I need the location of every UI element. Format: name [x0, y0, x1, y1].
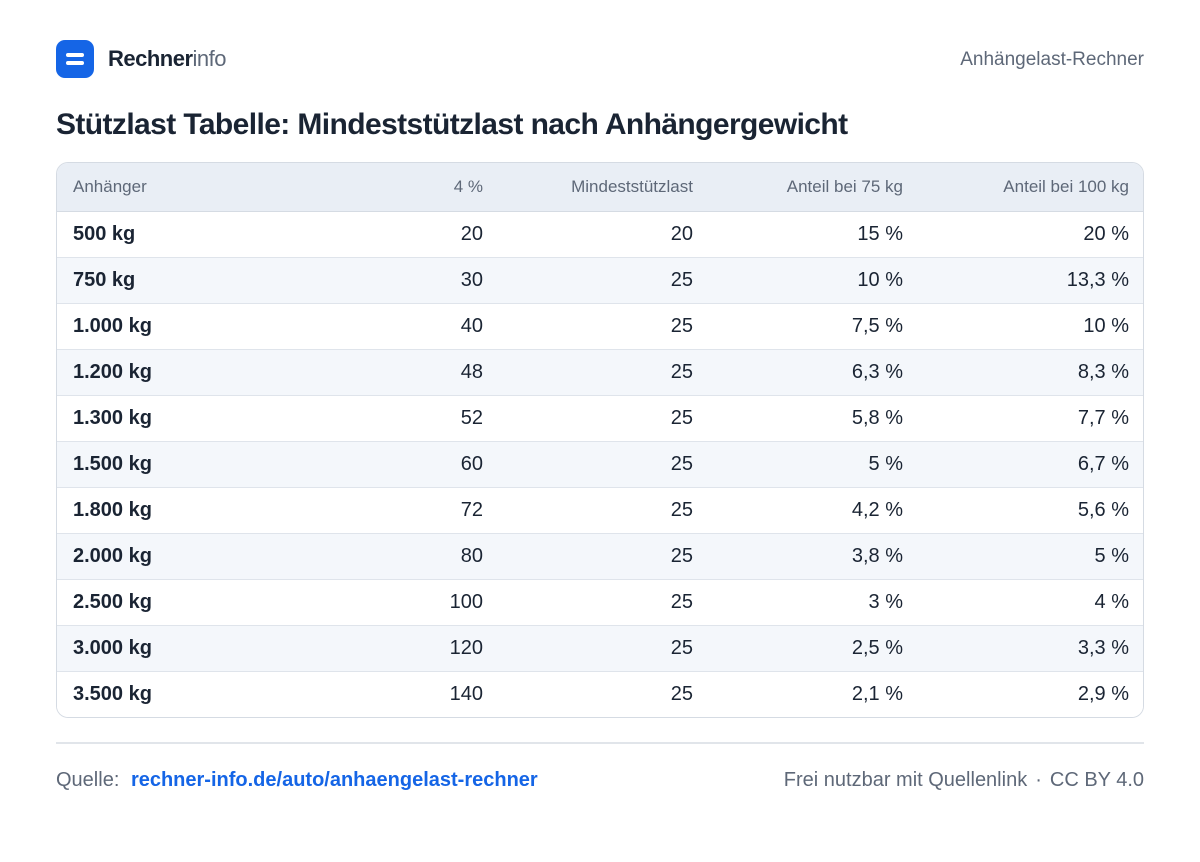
table-cell: 72 — [297, 486, 499, 533]
table-row: 2.500 kg 100 25 3 % 4 % — [57, 578, 1143, 625]
table-row: 3.500 kg 140 25 2,1 % 2,9 % — [57, 670, 1143, 717]
table-row: 2.000 kg 80 25 3,8 % 5 % — [57, 532, 1143, 579]
table-cell: 25 — [499, 394, 709, 441]
column-header-trailer: Anhänger — [57, 163, 297, 212]
table-row: 500 kg 20 20 15 % 20 % — [57, 211, 1143, 257]
table-cell: 5 % — [919, 532, 1143, 579]
table-cell: 20 — [460, 222, 483, 245]
page-header: Rechnerinfo Anhängelast-Rechner — [56, 40, 1144, 78]
table-cell: 3,8 % — [709, 532, 919, 579]
table-cell: 40 — [297, 302, 499, 349]
row-label-cell: 500 kg — [73, 222, 136, 245]
table-cell: 80 — [297, 532, 499, 579]
table-cell: 25 — [499, 302, 709, 349]
table-row: 1.500 kg 60 25 5 % 6,7 % — [57, 440, 1143, 487]
data-table: Anhänger 4 % Mindeststützlast Anteil bei… — [57, 163, 1143, 717]
table-cell: 10 % — [709, 256, 919, 303]
table-row: 750 kg 30 25 10 % 13,3 % — [57, 256, 1143, 303]
table-cell: 6,3 % — [709, 348, 919, 395]
row-label-cell: 1.200 kg — [57, 348, 297, 395]
table-header-row: Anhänger 4 % Mindeststützlast Anteil bei… — [57, 163, 1143, 212]
table-cell: 48 — [297, 348, 499, 395]
table-cell: 15 % — [857, 222, 903, 245]
table-cell: 52 — [297, 394, 499, 441]
table-cell: 25 — [499, 624, 709, 671]
logo-icon[interactable] — [56, 40, 94, 78]
table-cell: 10 % — [919, 302, 1143, 349]
table-cell: 120 — [297, 624, 499, 671]
table-cell: 25 — [499, 256, 709, 303]
row-label-cell: 2.000 kg — [57, 532, 297, 579]
table-cell: 30 — [297, 256, 499, 303]
brand-light-text: info — [192, 46, 227, 71]
table-body: 500 kg 20 20 15 % 20 % 750 kg 30 25 10 % 13,3 % 1.… — [57, 211, 1143, 717]
license-line: Frei nutzbar mit Quellenlink · CC BY 4.0 — [784, 768, 1144, 792]
table-row: 1.000 kg 40 25 7,5 % 10 % — [57, 302, 1143, 349]
table-cell: 4 % — [919, 578, 1143, 625]
table-cell: 25 — [499, 670, 709, 717]
source-link[interactable]: rechner-info.de/auto/anhaengelast-rechne… — [130, 769, 538, 791]
row-label-cell: 1.800 kg — [57, 486, 297, 533]
page-title: Stützlast Tabelle: Mindeststützlast nach… — [56, 108, 848, 141]
license-text: Frei nutzbar mit Quellenlink — [783, 769, 1028, 791]
brand-name[interactable]: Rechnerinfo — [108, 46, 227, 71]
table-cell: 5,8 % — [709, 394, 919, 441]
table-cell: 100 — [297, 578, 499, 625]
support-load-table: Anhänger 4 % Mindeststützlast Anteil bei… — [56, 162, 1144, 718]
brand-bold-text: Rechner — [108, 46, 193, 71]
table-cell: 20 — [670, 222, 693, 245]
logo-bar-top — [66, 53, 84, 57]
table-cell: 25 — [499, 578, 709, 625]
logo-bar-bottom — [66, 61, 84, 65]
table-cell: 7,5 % — [709, 302, 919, 349]
table-cell: 25 — [499, 532, 709, 579]
source-label: Quelle: — [56, 769, 120, 791]
table-cell: 7,7 % — [919, 394, 1143, 441]
table-row: 3.000 kg 120 25 2,5 % 3,3 % — [57, 624, 1143, 671]
table-cell: 20 % — [1083, 222, 1129, 245]
column-header-four-percent: 4 % — [297, 163, 499, 212]
table-cell: 140 — [297, 670, 499, 717]
table-cell: 4,2 % — [709, 486, 919, 533]
table-cell: 5,6 % — [919, 486, 1143, 533]
table-row: 1.200 kg 48 25 6,3 % 8,3 % — [57, 348, 1143, 395]
table-cell: 6,7 % — [919, 440, 1143, 487]
license-name: CC BY 4.0 — [1049, 769, 1144, 791]
column-header-share-75kg: Anteil bei 75 kg — [709, 163, 919, 212]
column-header-min-support-load: Mindeststützlast — [499, 163, 709, 212]
row-label-cell: 3.500 kg — [57, 670, 297, 717]
row-label-cell: 1.000 kg — [57, 302, 297, 349]
table-cell: 2,1 % — [709, 670, 919, 717]
table-cell: 25 — [499, 440, 709, 487]
table-cell: 8,3 % — [919, 348, 1143, 395]
row-label-cell: 2.500 kg — [57, 578, 297, 625]
table-cell: 2,9 % — [919, 670, 1143, 717]
table-row: 1.800 kg 72 25 4,2 % 5,6 % — [57, 486, 1143, 533]
table-cell: 13,3 % — [919, 256, 1143, 303]
table-cell: 3,3 % — [919, 624, 1143, 671]
table-cell: 3 % — [709, 578, 919, 625]
row-label-cell: 1.300 kg — [57, 394, 297, 441]
table-row: 1.300 kg 52 25 5,8 % 7,7 % — [57, 394, 1143, 441]
calculator-name: Anhängelast-Rechner — [960, 49, 1144, 70]
table-cell: 25 — [499, 348, 709, 395]
table-cell: 25 — [499, 486, 709, 533]
table-cell: 5 % — [709, 440, 919, 487]
row-label-cell: 1.500 kg — [57, 440, 297, 487]
table-cell: 60 — [297, 440, 499, 487]
row-label-cell: 3.000 kg — [57, 624, 297, 671]
footer-divider — [56, 742, 1144, 744]
table-cell: 2,5 % — [709, 624, 919, 671]
column-header-share-100kg: Anteil bei 100 kg — [919, 163, 1143, 212]
row-label-cell: 750 kg — [57, 256, 297, 303]
license-separator: · — [1035, 769, 1042, 791]
source-line: Quelle: rechner-info.de/auto/anhaengelas… — [56, 768, 538, 792]
